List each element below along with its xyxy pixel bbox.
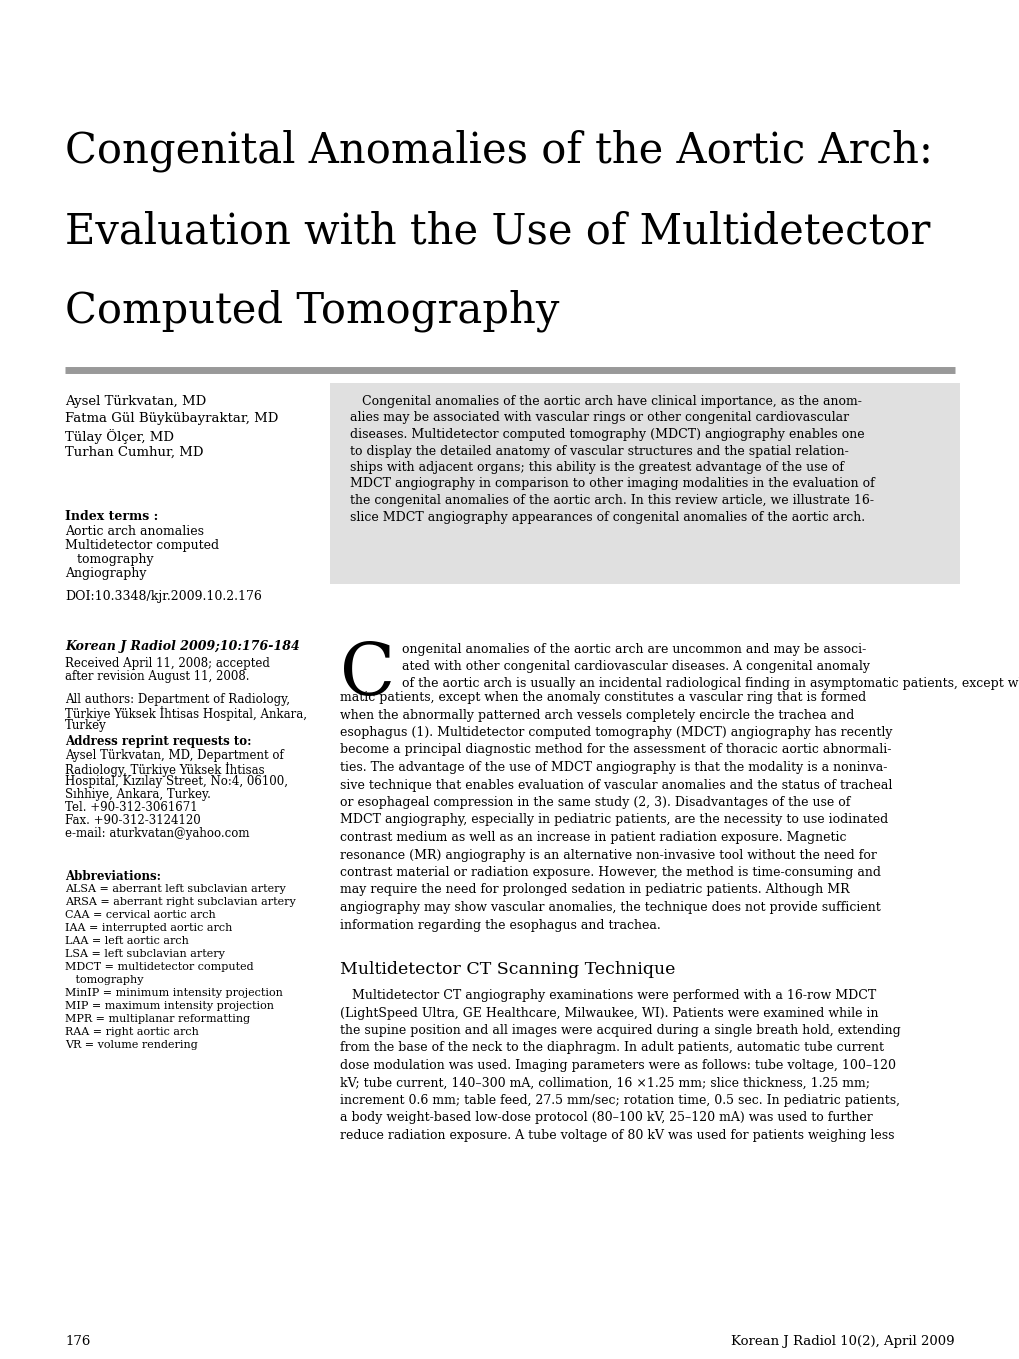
Text: the supine position and all images were acquired during a single breath hold, ex: the supine position and all images were …	[339, 1023, 900, 1037]
Text: LSA = left subclavian artery: LSA = left subclavian artery	[65, 949, 224, 959]
Text: MinIP = minimum intensity projection: MinIP = minimum intensity projection	[65, 988, 282, 998]
Text: Computed Tomography: Computed Tomography	[65, 289, 558, 333]
Text: kV; tube current, 140–300 mA, collimation, 16 ×1.25 mm; slice thickness, 1.25 mm: kV; tube current, 140–300 mA, collimatio…	[339, 1076, 869, 1090]
Text: esophagus (1). Multidetector computed tomography (MDCT) angiography has recently: esophagus (1). Multidetector computed to…	[339, 726, 892, 739]
Text: Radiology, Türkiye Yüksek İhtisas: Radiology, Türkiye Yüksek İhtisas	[65, 762, 264, 777]
Text: Multidetector computed: Multidetector computed	[65, 540, 219, 552]
Text: Fax. +90-312-3124120: Fax. +90-312-3124120	[65, 814, 201, 828]
Text: LAA = left aortic arch: LAA = left aortic arch	[65, 936, 189, 946]
Text: tomography: tomography	[65, 974, 144, 985]
Text: Korean J Radiol 2009;10:176-184: Korean J Radiol 2009;10:176-184	[65, 640, 300, 654]
Text: dose modulation was used. Imaging parameters were as follows: tube voltage, 100–: dose modulation was used. Imaging parame…	[339, 1059, 895, 1072]
Text: resonance (MR) angiography is an alternative non-invasive tool without the need : resonance (MR) angiography is an alterna…	[339, 848, 876, 862]
Text: Aysel Türkvatan, MD, Department of: Aysel Türkvatan, MD, Department of	[65, 749, 283, 762]
FancyBboxPatch shape	[330, 383, 959, 584]
Text: All authors: Department of Radiology,: All authors: Department of Radiology,	[65, 693, 289, 705]
Text: MDCT angiography in comparison to other imaging modalities in the evaluation of: MDCT angiography in comparison to other …	[350, 477, 874, 491]
Text: ongenital anomalies of the aortic arch are uncommon and may be associ-: ongenital anomalies of the aortic arch a…	[401, 643, 865, 656]
Text: Turkey: Turkey	[65, 719, 107, 733]
Text: from the base of the neck to the diaphragm. In adult patients, automatic tube cu: from the base of the neck to the diaphra…	[339, 1041, 883, 1055]
Text: to display the detailed anatomy of vascular structures and the spatial relation-: to display the detailed anatomy of vascu…	[350, 444, 848, 458]
Text: slice MDCT angiography appearances of congenital anomalies of the aortic arch.: slice MDCT angiography appearances of co…	[350, 511, 864, 523]
Text: alies may be associated with vascular rings or other congenital cardiovascular: alies may be associated with vascular ri…	[350, 412, 848, 424]
Text: MDCT = multidetector computed: MDCT = multidetector computed	[65, 962, 254, 972]
Text: become a principal diagnostic method for the assessment of thoracic aortic abnor: become a principal diagnostic method for…	[339, 743, 891, 757]
Text: Address reprint requests to:: Address reprint requests to:	[65, 735, 252, 747]
Text: MPR = multiplanar reformatting: MPR = multiplanar reformatting	[65, 1014, 250, 1023]
Text: MDCT angiography, especially in pediatric patients, are the necessity to use iod: MDCT angiography, especially in pediatri…	[339, 814, 888, 826]
Text: may require the need for prolonged sedation in pediatric patients. Although MR: may require the need for prolonged sedat…	[339, 883, 849, 897]
Text: ships with adjacent organs; this ability is the greatest advantage of the use of: ships with adjacent organs; this ability…	[350, 461, 843, 474]
Text: or esophageal compression in the same study (2, 3). Disadvantages of the use of: or esophageal compression in the same st…	[339, 796, 850, 809]
Text: sive technique that enables evaluation of vascular anomalies and the status of t: sive technique that enables evaluation o…	[339, 779, 892, 791]
Text: Multidetector CT Scanning Technique: Multidetector CT Scanning Technique	[339, 961, 675, 978]
Text: a body weight-based low-dose protocol (80–100 kV, 25–120 mA) was used to further: a body weight-based low-dose protocol (8…	[339, 1112, 872, 1124]
Text: the congenital anomalies of the aortic arch. In this review article, we illustra: the congenital anomalies of the aortic a…	[350, 495, 873, 507]
Text: matic patients, except when the anomaly constitutes a vascular ring that is form: matic patients, except when the anomaly …	[339, 690, 865, 704]
Text: ALSA = aberrant left subclavian artery: ALSA = aberrant left subclavian artery	[65, 883, 285, 894]
Text: 176: 176	[65, 1335, 91, 1348]
Text: Aysel Türkvatan, MD: Aysel Türkvatan, MD	[65, 395, 206, 408]
Text: Evaluation with the Use of Multidetector: Evaluation with the Use of Multidetector	[65, 211, 929, 251]
Text: when the abnormally patterned arch vessels completely encircle the trachea and: when the abnormally patterned arch vesse…	[339, 708, 854, 722]
Text: Korean J Radiol 10(2), April 2009: Korean J Radiol 10(2), April 2009	[731, 1335, 954, 1348]
Text: tomography: tomography	[65, 553, 154, 565]
Text: information regarding the esophagus and trachea.: information regarding the esophagus and …	[339, 919, 660, 931]
Text: ated with other congenital cardiovascular diseases. A congenital anomaly: ated with other congenital cardiovascula…	[401, 660, 869, 673]
Text: DOI:10.3348/kjr.2009.10.2.176: DOI:10.3348/kjr.2009.10.2.176	[65, 590, 262, 603]
Text: Index terms :: Index terms :	[65, 510, 158, 523]
Text: VR = volume rendering: VR = volume rendering	[65, 1040, 198, 1051]
Text: Hospital, Kızılay Street, No:4, 06100,: Hospital, Kızılay Street, No:4, 06100,	[65, 775, 287, 788]
Text: of the aortic arch is usually an incidental radiological finding in asymptomatic: of the aortic arch is usually an inciden…	[401, 677, 1019, 690]
Text: reduce radiation exposure. A tube voltage of 80 kV was used for patients weighin: reduce radiation exposure. A tube voltag…	[339, 1129, 894, 1142]
Text: Congenital anomalies of the aortic arch have clinical importance, as the anom-: Congenital anomalies of the aortic arch …	[350, 395, 861, 408]
Text: ties. The advantage of the use of MDCT angiography is that the modality is a non: ties. The advantage of the use of MDCT a…	[339, 761, 887, 775]
Text: Türkiye Yüksek İhtisas Hospital, Ankara,: Türkiye Yüksek İhtisas Hospital, Ankara,	[65, 705, 307, 722]
Text: CAA = cervical aortic arch: CAA = cervical aortic arch	[65, 911, 216, 920]
Text: IAA = interrupted aortic arch: IAA = interrupted aortic arch	[65, 923, 232, 934]
Text: angiography may show vascular anomalies, the technique does not provide sufficie: angiography may show vascular anomalies,…	[339, 901, 879, 915]
Text: ARSA = aberrant right subclavian artery: ARSA = aberrant right subclavian artery	[65, 897, 296, 906]
Text: Tülay Ölçer, MD: Tülay Ölçer, MD	[65, 429, 174, 444]
Text: contrast material or radiation exposure. However, the method is time-consuming a: contrast material or radiation exposure.…	[339, 866, 880, 879]
Text: MIP = maximum intensity projection: MIP = maximum intensity projection	[65, 1002, 274, 1011]
Text: Turhan Cumhur, MD: Turhan Cumhur, MD	[65, 446, 204, 459]
Text: increment 0.6 mm; table feed, 27.5 mm/sec; rotation time, 0.5 sec. In pediatric : increment 0.6 mm; table feed, 27.5 mm/se…	[339, 1094, 899, 1108]
Text: e-mail: aturkvatan@yahoo.com: e-mail: aturkvatan@yahoo.com	[65, 828, 250, 840]
Text: Multidetector CT angiography examinations were performed with a 16-row MDCT: Multidetector CT angiography examination…	[339, 989, 875, 1002]
Text: Tel. +90-312-3061671: Tel. +90-312-3061671	[65, 800, 198, 814]
Text: Abbreviations:: Abbreviations:	[65, 870, 161, 883]
Text: Fatma Gül Büykübayraktar, MD: Fatma Gül Büykübayraktar, MD	[65, 412, 278, 425]
Text: Congenital Anomalies of the Aortic Arch:: Congenital Anomalies of the Aortic Arch:	[65, 130, 932, 173]
Text: Sıhhiye, Ankara, Turkey.: Sıhhiye, Ankara, Turkey.	[65, 788, 211, 800]
Text: contrast medium as well as an increase in patient radiation exposure. Magnetic: contrast medium as well as an increase i…	[339, 830, 846, 844]
Text: Aortic arch anomalies: Aortic arch anomalies	[65, 525, 204, 538]
Text: (LightSpeed Ultra, GE Healthcare, Milwaukee, WI). Patients were examined while i: (LightSpeed Ultra, GE Healthcare, Milwau…	[339, 1007, 877, 1019]
Text: after revision August 11, 2008.: after revision August 11, 2008.	[65, 670, 250, 684]
Text: C: C	[339, 640, 395, 711]
Text: RAA = right aortic arch: RAA = right aortic arch	[65, 1027, 199, 1037]
Text: diseases. Multidetector computed tomography (MDCT) angiography enables one: diseases. Multidetector computed tomogra…	[350, 428, 864, 442]
Text: Received April 11, 2008; accepted: Received April 11, 2008; accepted	[65, 656, 270, 670]
Text: Angiography: Angiography	[65, 567, 147, 580]
